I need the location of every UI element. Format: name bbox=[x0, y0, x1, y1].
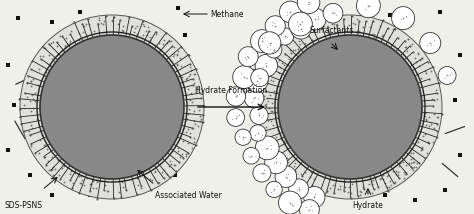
Circle shape bbox=[323, 3, 343, 23]
Circle shape bbox=[258, 15, 442, 199]
Circle shape bbox=[40, 35, 184, 179]
Circle shape bbox=[250, 125, 266, 141]
Circle shape bbox=[227, 109, 245, 126]
Circle shape bbox=[356, 0, 380, 18]
Circle shape bbox=[238, 47, 258, 67]
Text: Surfactants: Surfactants bbox=[310, 25, 355, 34]
Circle shape bbox=[266, 42, 282, 58]
Circle shape bbox=[265, 16, 285, 36]
Circle shape bbox=[251, 69, 269, 87]
Circle shape bbox=[304, 187, 325, 208]
Circle shape bbox=[266, 181, 282, 198]
Circle shape bbox=[20, 15, 204, 199]
Circle shape bbox=[243, 147, 260, 164]
Circle shape bbox=[235, 129, 251, 145]
Circle shape bbox=[291, 19, 311, 39]
Circle shape bbox=[258, 32, 281, 54]
Circle shape bbox=[245, 69, 268, 92]
Circle shape bbox=[420, 33, 441, 54]
Circle shape bbox=[245, 88, 264, 108]
Circle shape bbox=[289, 12, 312, 36]
Circle shape bbox=[438, 67, 456, 84]
Circle shape bbox=[289, 179, 309, 199]
Text: SDS-PSNS: SDS-PSNS bbox=[5, 201, 43, 210]
Circle shape bbox=[278, 191, 301, 214]
Circle shape bbox=[280, 1, 301, 23]
Circle shape bbox=[297, 0, 320, 14]
Circle shape bbox=[300, 200, 319, 214]
Circle shape bbox=[226, 87, 246, 106]
Text: Hydrate: Hydrate bbox=[353, 201, 383, 210]
Circle shape bbox=[233, 66, 255, 88]
Circle shape bbox=[392, 7, 415, 30]
Text: Methane: Methane bbox=[210, 9, 244, 18]
Circle shape bbox=[255, 54, 277, 77]
Circle shape bbox=[251, 30, 273, 53]
Circle shape bbox=[276, 28, 293, 45]
Circle shape bbox=[255, 136, 279, 160]
Text: Associated Water: Associated Water bbox=[155, 190, 222, 199]
Circle shape bbox=[304, 8, 326, 30]
Circle shape bbox=[253, 164, 271, 182]
Circle shape bbox=[278, 35, 422, 179]
Circle shape bbox=[275, 166, 297, 187]
Circle shape bbox=[250, 106, 268, 125]
Text: Hydrate Formation: Hydrate Formation bbox=[195, 86, 267, 95]
Circle shape bbox=[264, 151, 287, 174]
